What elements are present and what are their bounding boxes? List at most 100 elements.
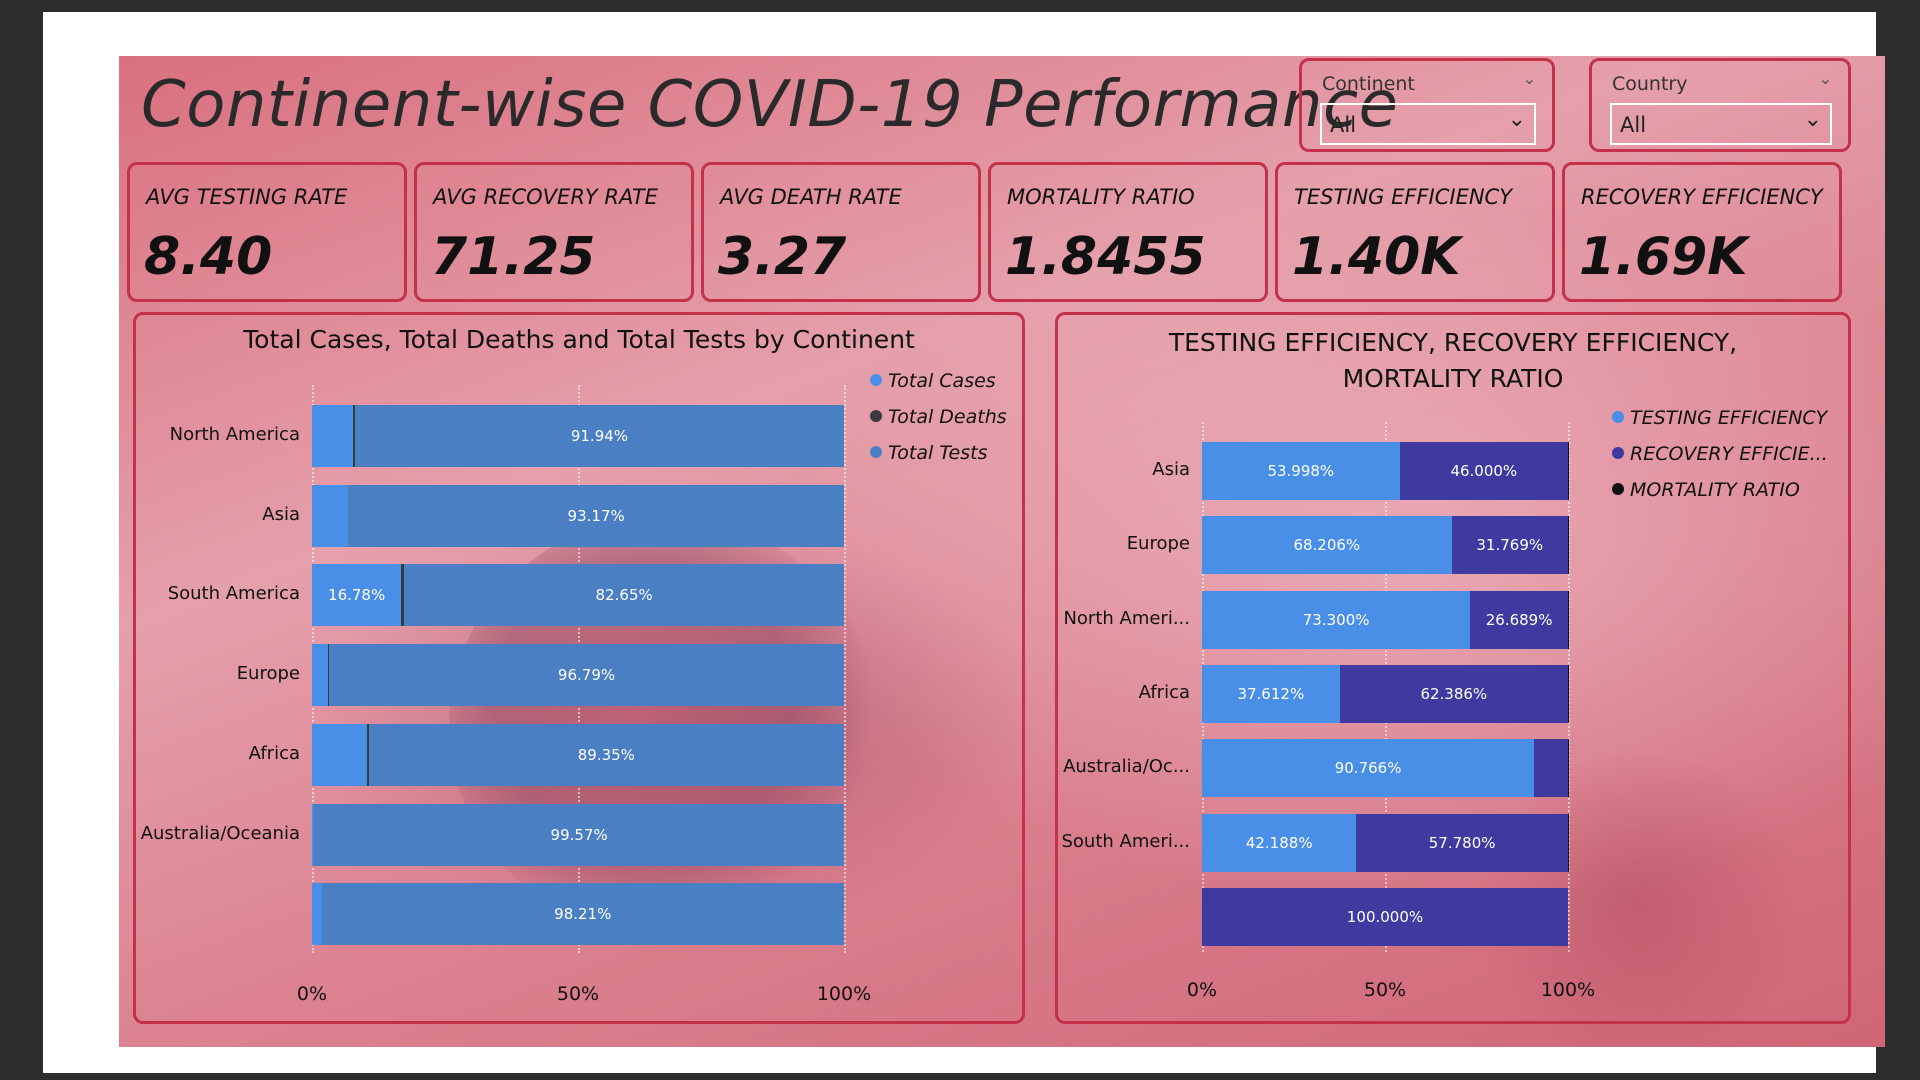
country-selected-value: All [1620, 113, 1647, 137]
gridline [844, 385, 846, 953]
bar-segment[interactable] [329, 644, 844, 707]
bar-segment[interactable] [404, 564, 844, 627]
data-label: 31.769% [1476, 536, 1544, 555]
bar-segment[interactable] [1202, 590, 1471, 649]
gridline [1568, 422, 1570, 953]
data-label: 42.188% [1245, 833, 1313, 852]
bar-segment[interactable] [1567, 442, 1569, 500]
data-label: 26.689% [1485, 610, 1553, 629]
kpi-card-mortality-ratio: MORTALITY RATIO 1.8455 [988, 162, 1268, 302]
cases-deaths-tests-chart[interactable]: Total Cases, Total Deaths and Total Test… [133, 312, 1025, 1024]
bar-segment[interactable] [1202, 887, 1568, 946]
category-label: North America [169, 424, 300, 445]
bar-segment[interactable] [1567, 739, 1569, 798]
bar-segment[interactable] [1399, 442, 1568, 500]
legend-item-recovery-efficiency[interactable]: RECOVERY EFFICIE... [1612, 443, 1828, 465]
category-label: South Ameri... [1061, 830, 1190, 852]
legend-label: RECOVERY EFFICIE... [1630, 443, 1828, 465]
bar-segment[interactable] [1451, 516, 1568, 575]
bar-segment[interactable] [348, 484, 844, 547]
bar-segment[interactable] [401, 564, 405, 627]
bar-segment[interactable] [368, 723, 844, 786]
bar-segment[interactable] [1567, 664, 1569, 723]
data-label: 46.000% [1450, 462, 1518, 480]
slicer-label-country: Country [1612, 73, 1688, 95]
data-label: 96.79% [557, 666, 616, 685]
kpi-label: RECOVERY EFFICIENCY [1581, 185, 1823, 209]
bar-segment[interactable] [312, 803, 315, 866]
bar-segment[interactable] [347, 484, 349, 547]
report-canvas: Continent-wise COVID-19 Performance Cont… [119, 56, 1885, 1047]
bar-segment[interactable] [1202, 516, 1452, 575]
chevron-down-icon[interactable]: ⌄ [1522, 69, 1536, 88]
legend-label: MORTALITY RATIO [1630, 479, 1800, 501]
bar-segment[interactable] [321, 883, 844, 946]
dropdown-arrow-icon[interactable]: ⌄ [1803, 107, 1822, 132]
legend-item-total-deaths[interactable]: Total Deaths [870, 406, 1007, 428]
kpi-value: 1.8455 [1005, 227, 1206, 287]
bar-segment[interactable] [312, 883, 322, 946]
kpi-label: TESTING EFFICIENCY [1294, 185, 1513, 209]
bar-segment[interactable] [1534, 739, 1568, 798]
legend-dot [1612, 411, 1624, 423]
kpi-value: 3.27 [718, 227, 847, 287]
kpi-value: 1.69K [1579, 227, 1748, 287]
legend-item-testing-efficiency[interactable]: TESTING EFFICIENCY [1612, 407, 1827, 429]
bar-segment[interactable] [312, 405, 354, 467]
legend-item-total-cases[interactable]: Total Cases [870, 370, 996, 392]
bar-segment[interactable] [354, 405, 844, 467]
bar-segment[interactable] [1567, 813, 1569, 872]
legend-dot [870, 374, 882, 386]
continent-selected-value: All [1330, 113, 1357, 137]
bar-segment[interactable] [1202, 813, 1357, 872]
kpi-label: MORTALITY RATIO [1007, 185, 1195, 209]
bar-segment[interactable] [312, 484, 348, 547]
data-label: 93.17% [567, 506, 625, 525]
category-label: South America [167, 583, 300, 605]
bar-segment[interactable] [1202, 664, 1340, 723]
category-label: Australia/Oc... [1063, 756, 1190, 778]
bar-segment[interactable] [312, 564, 402, 627]
bar-segment[interactable] [314, 803, 844, 866]
dropdown-arrow-icon[interactable]: ⌄ [1507, 107, 1526, 132]
country-dropdown[interactable]: All ⌄ [1610, 103, 1832, 145]
legend-item-mortality-ratio[interactable]: MORTALITY RATIO [1612, 479, 1800, 501]
bar-segment[interactable] [1202, 739, 1535, 798]
kpi-card-avg-testing-rate: AVG TESTING RATE 8.40 [127, 162, 407, 302]
data-label: 82.65% [595, 586, 653, 605]
data-label: 68.206% [1293, 536, 1361, 555]
continent-dropdown[interactable]: All ⌄ [1320, 103, 1536, 145]
x-axis-tick-label: 0% [1186, 979, 1218, 1001]
bar-segment[interactable] [1567, 516, 1569, 575]
legend-dot [870, 446, 882, 458]
bar-segment[interactable] [367, 723, 369, 786]
bar-segment[interactable] [1567, 590, 1569, 649]
data-label: 91.94% [570, 427, 629, 445]
bar-segment[interactable] [312, 723, 368, 786]
bar-segment[interactable] [312, 644, 328, 707]
kpi-card-avg-recovery-rate: AVG RECOVERY RATE 71.25 [414, 162, 694, 302]
data-label: 89.35% [577, 745, 635, 764]
efficiency-mortality-chart[interactable]: TESTING EFFICIENCY, RECOVERY EFFICIENCY,… [1055, 312, 1851, 1024]
bar-segment[interactable] [327, 644, 330, 707]
bar-segment[interactable] [1470, 590, 1568, 649]
bar-segment[interactable] [1202, 442, 1400, 500]
data-label: 62.386% [1420, 684, 1488, 703]
legend-label: TESTING EFFICIENCY [1630, 407, 1828, 429]
x-axis-tick-label: 100% [816, 983, 872, 1005]
chevron-down-icon[interactable]: ⌄ [1818, 69, 1832, 88]
bar-segment[interactable] [353, 405, 355, 467]
data-label: 99.57% [550, 825, 608, 844]
x-axis-tick-label: 50% [1363, 979, 1407, 1001]
legend-dot [1612, 447, 1624, 459]
x-axis-tick-label: 0% [296, 983, 328, 1005]
kpi-label: AVG DEATH RATE [720, 185, 902, 209]
bar-segment[interactable] [1356, 813, 1568, 872]
legend-item-total-tests[interactable]: Total Tests [870, 442, 988, 464]
category-label: North Ameri... [1063, 607, 1190, 629]
country-slicer[interactable]: Country ⌄ All ⌄ [1589, 58, 1851, 152]
bar-segment[interactable] [1339, 664, 1568, 723]
category-label: Africa [248, 742, 300, 764]
continent-slicer[interactable]: Continent ⌄ All ⌄ [1299, 58, 1555, 152]
data-label: 90.766% [1334, 759, 1402, 778]
